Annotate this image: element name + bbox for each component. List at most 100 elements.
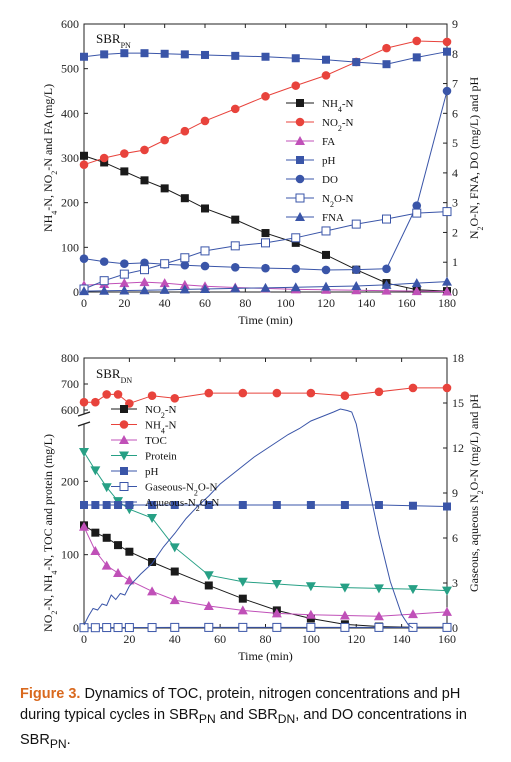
series-line-TOC — [83, 526, 448, 617]
data-point-NH4-N — [442, 383, 452, 393]
legend-marker — [119, 482, 129, 491]
data-point-NH4-N — [204, 388, 214, 398]
legend-label-part: 4 — [338, 105, 342, 114]
data-point-NH4-N — [180, 194, 189, 203]
data-point-NH4-N — [238, 388, 248, 398]
legend-marker — [120, 467, 128, 475]
legend-marker — [120, 405, 128, 413]
data-point-Gaseous-N2O-N — [340, 622, 350, 632]
data-point-Protein — [203, 571, 214, 581]
data-point-N2O-N — [321, 226, 331, 236]
data-point-TOC — [271, 608, 282, 618]
y-right-tick-label: 6 — [452, 106, 458, 120]
data-point-Protein — [442, 586, 452, 596]
legend-label-part: O-N — [200, 497, 220, 509]
x-tick-label: 180 — [438, 296, 456, 310]
data-point-NH4-N — [102, 390, 111, 399]
data-point-FA — [381, 285, 392, 295]
data-point-TOC — [305, 609, 316, 619]
legend-label: NO2-N — [145, 404, 177, 420]
y-right-tick-label: 0 — [452, 285, 458, 299]
data-point-N2O-N — [99, 276, 109, 286]
data-point-Gaseous-N2O-N — [442, 622, 452, 632]
y-axis-label-part: -N, TOC and protein (mg/L) — [41, 434, 55, 571]
data-point-NH4-N — [120, 167, 129, 176]
data-point-pH — [322, 55, 330, 64]
legend-marker — [295, 174, 305, 184]
data-point-pH — [80, 501, 88, 509]
data-point-N2O-N — [442, 207, 452, 217]
x-tick-label: 20 — [118, 296, 130, 310]
data-point-pH — [201, 50, 209, 59]
data-point-TOC — [113, 568, 124, 577]
y-axis-label: NH4-N, NO2-N and FA (mg/L) — [41, 84, 59, 232]
data-point-N2O-N — [160, 259, 170, 269]
caption-text-4: . — [66, 731, 71, 748]
data-point-FNA — [139, 285, 150, 295]
data-point-Protein — [101, 483, 112, 493]
data-point-N2O-N — [119, 269, 129, 279]
data-point-pH — [204, 501, 213, 509]
data-point-Protein — [147, 514, 158, 523]
y-right-tick-label: 3 — [452, 576, 458, 590]
data-point-NO2-N — [114, 541, 123, 550]
panel-title: SBRDN — [96, 366, 132, 385]
y-upper-tick-label: 800 — [61, 351, 79, 365]
data-point-pH — [412, 53, 421, 62]
x-axis-label: Time (min) — [238, 313, 293, 327]
legend-marker — [295, 136, 305, 145]
x-axis-label: Time (min) — [238, 649, 293, 663]
legend-label-part: pH — [322, 155, 336, 167]
data-point-Protein — [271, 580, 282, 589]
x-tick-label: 120 — [317, 296, 335, 310]
legend-label-part: Protein — [145, 451, 177, 463]
data-point-TOC — [203, 601, 214, 610]
data-point-FA — [442, 286, 452, 296]
x-tick-label: 160 — [438, 632, 456, 646]
data-point-DO — [79, 254, 89, 263]
y-right-tick-label: 6 — [452, 531, 458, 545]
legend-label: FA — [322, 136, 335, 148]
data-point-DO — [291, 264, 301, 274]
axis-break-gap — [78, 414, 90, 424]
data-point-DO — [442, 86, 452, 96]
data-point-pH — [180, 50, 189, 59]
data-point-NO2-N — [125, 547, 134, 556]
legend-label-part: O-N — [334, 193, 354, 205]
data-point-N2O-N — [382, 214, 391, 224]
data-point-Gaseous-N2O-N — [204, 622, 214, 632]
data-point-FNA — [260, 282, 271, 292]
legend-marker — [296, 99, 304, 107]
data-point-NH4-N — [140, 176, 149, 185]
data-point-Gaseous-N2O-N — [170, 622, 180, 632]
data-point-N2O-N — [200, 246, 210, 256]
x-tick-label: 20 — [123, 632, 135, 646]
data-point-NO2-N — [99, 153, 109, 163]
data-point-NO2-N — [321, 71, 331, 80]
legend-marker — [295, 212, 305, 221]
y-right-axis-label-part: O-N (mg/L) and pH — [467, 394, 481, 491]
legend-label: NO2-N — [322, 117, 354, 133]
x-tick-label: 40 — [159, 296, 171, 310]
y-right-axis-label-part: 2 — [476, 226, 485, 230]
y-axis-label-part: 2 — [50, 171, 59, 175]
y-tick-label: 500 — [61, 62, 79, 76]
data-point-NH4-N — [374, 387, 384, 397]
x-tick-label: 140 — [357, 296, 375, 310]
axis-break-mark — [77, 421, 91, 427]
legend-marker — [296, 156, 304, 164]
data-point-TOC — [339, 610, 350, 620]
data-point-Gaseous-N2O-N — [147, 623, 157, 633]
data-point-NO2-N — [238, 594, 247, 603]
x-tick-label: 160 — [398, 296, 416, 310]
y-right-tick-label: 1 — [452, 255, 458, 269]
series-line-Protein — [83, 451, 448, 592]
y-tick-label: 600 — [61, 17, 79, 31]
legend-label: Gaseous-N2O-N — [145, 482, 217, 498]
legend-label-part: 2 — [330, 200, 334, 209]
series-line-N2O-N — [83, 211, 448, 290]
legend-label-part: pH — [145, 466, 159, 478]
data-point-Protein — [79, 448, 89, 457]
data-point-pH — [102, 501, 111, 509]
y-axis-label: NO2-N, NH4-N, TOC and protein (mg/L) — [41, 434, 59, 632]
